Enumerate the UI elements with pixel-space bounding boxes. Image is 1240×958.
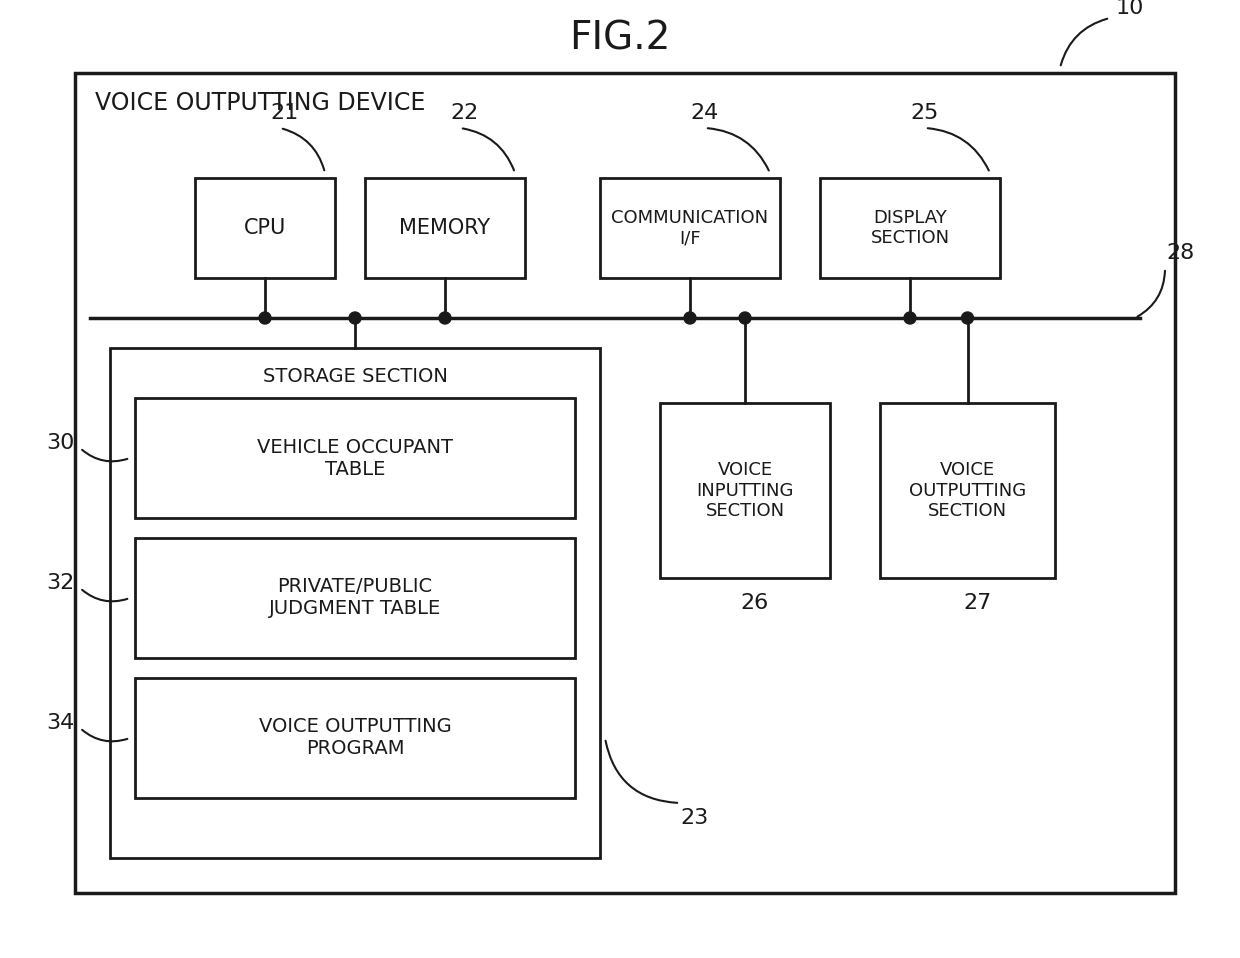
Bar bbox=[195, 178, 335, 278]
Bar bbox=[135, 678, 575, 798]
Circle shape bbox=[684, 312, 696, 324]
Bar bbox=[600, 178, 780, 278]
Bar bbox=[820, 178, 999, 278]
Text: 34: 34 bbox=[46, 713, 74, 733]
Text: DISPLAY
SECTION: DISPLAY SECTION bbox=[870, 209, 950, 247]
Text: 21: 21 bbox=[270, 103, 299, 123]
Bar bbox=[660, 403, 830, 578]
Circle shape bbox=[739, 312, 751, 324]
Text: MEMORY: MEMORY bbox=[399, 218, 491, 238]
Text: PRIVATE/PUBLIC
JUDGMENT TABLE: PRIVATE/PUBLIC JUDGMENT TABLE bbox=[269, 578, 441, 619]
Text: VOICE OUTPUTTING
PROGRAM: VOICE OUTPUTTING PROGRAM bbox=[259, 718, 451, 759]
Text: 23: 23 bbox=[681, 808, 709, 828]
Text: STORAGE SECTION: STORAGE SECTION bbox=[263, 367, 448, 385]
Text: 32: 32 bbox=[46, 573, 74, 593]
Circle shape bbox=[439, 312, 451, 324]
Bar bbox=[880, 403, 1055, 578]
Bar bbox=[365, 178, 525, 278]
Bar bbox=[135, 398, 575, 518]
Text: 26: 26 bbox=[740, 593, 769, 613]
Circle shape bbox=[259, 312, 272, 324]
Text: COMMUNICATION
I/F: COMMUNICATION I/F bbox=[611, 209, 769, 247]
Text: 24: 24 bbox=[691, 103, 719, 123]
Text: VOICE
INPUTTING
SECTION: VOICE INPUTTING SECTION bbox=[697, 461, 794, 520]
Bar bbox=[135, 538, 575, 658]
Text: VOICE OUTPUTTING DEVICE: VOICE OUTPUTTING DEVICE bbox=[95, 91, 425, 115]
Text: CPU: CPU bbox=[244, 218, 286, 238]
Bar bbox=[74, 73, 1176, 893]
Circle shape bbox=[961, 312, 973, 324]
Text: VOICE
OUTPUTTING
SECTION: VOICE OUTPUTTING SECTION bbox=[909, 461, 1025, 520]
Text: 27: 27 bbox=[963, 593, 992, 613]
Circle shape bbox=[904, 312, 916, 324]
Text: 28: 28 bbox=[1166, 243, 1194, 263]
Text: VEHICLE OCCUPANT
TABLE: VEHICLE OCCUPANT TABLE bbox=[257, 438, 453, 478]
Circle shape bbox=[348, 312, 361, 324]
Bar bbox=[110, 348, 600, 858]
Text: 30: 30 bbox=[46, 433, 74, 453]
Text: 22: 22 bbox=[451, 103, 479, 123]
Text: 25: 25 bbox=[911, 103, 939, 123]
Text: FIG.2: FIG.2 bbox=[569, 19, 671, 57]
Text: 10: 10 bbox=[1116, 0, 1145, 18]
